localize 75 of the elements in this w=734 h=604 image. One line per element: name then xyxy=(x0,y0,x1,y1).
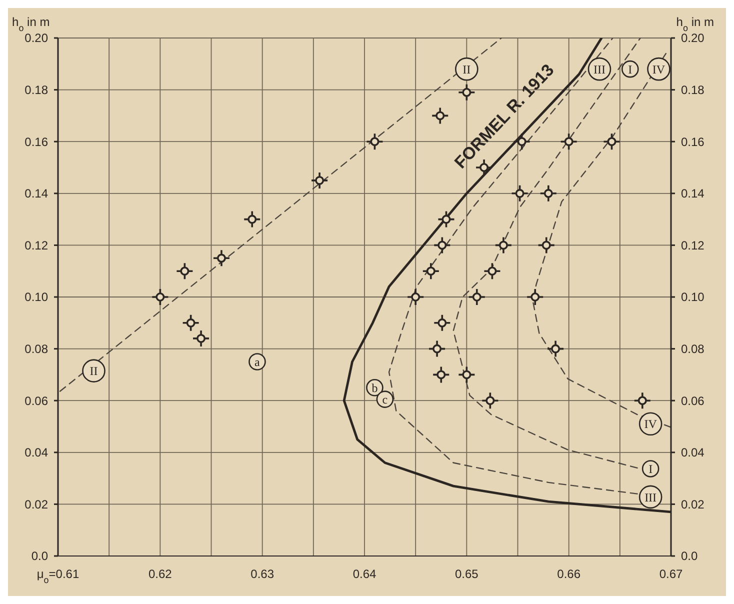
x-tick-label: 0.62 xyxy=(148,567,172,581)
point xyxy=(458,83,476,102)
point xyxy=(428,340,446,358)
y2-tick-label: 0.06 xyxy=(681,394,705,408)
annotation: III xyxy=(593,62,606,76)
point xyxy=(560,132,578,150)
point xyxy=(432,366,450,384)
y2-tick-label: 0.14 xyxy=(681,186,705,201)
y-tick-label: 0.0 xyxy=(31,549,48,564)
y2-tick-label: 0.20 xyxy=(681,31,705,46)
x-tick-label: 0.64 xyxy=(352,567,376,581)
point xyxy=(176,262,194,280)
y-tick-label: 0.16 xyxy=(24,134,48,149)
annotation: IV xyxy=(652,62,666,76)
y2-tick-label: 0.0 xyxy=(681,549,698,564)
annotation: IV xyxy=(644,417,658,432)
point xyxy=(481,392,500,410)
x-tick-label: 0.63 xyxy=(250,567,274,581)
y-tick-label: 0.08 xyxy=(24,342,48,356)
y2-tick-label: 0.08 xyxy=(681,342,705,356)
y-tick-label: 0.06 xyxy=(24,394,48,408)
point xyxy=(633,392,652,410)
y-axis-title: h$_{o}$ in m xyxy=(12,15,50,33)
point xyxy=(510,184,529,202)
point xyxy=(366,132,384,150)
y-tick-label: 0.10 xyxy=(24,290,48,304)
x-tick-label: 0.66 xyxy=(557,567,581,581)
point xyxy=(212,249,230,268)
point xyxy=(433,236,452,254)
point xyxy=(602,132,621,150)
point xyxy=(192,330,210,348)
point xyxy=(310,172,328,190)
y2-tick-label: 0.04 xyxy=(681,446,705,460)
y2-tick-label: 0.10 xyxy=(681,290,705,304)
line-series xyxy=(452,38,641,469)
y2-tick-label: 0.02 xyxy=(681,497,705,512)
annotation: II xyxy=(90,364,98,378)
point xyxy=(483,262,502,280)
annotation: I xyxy=(648,462,653,476)
y-tick-label: 0.02 xyxy=(24,497,48,512)
point xyxy=(526,288,544,306)
point xyxy=(182,314,200,332)
point xyxy=(540,184,558,202)
point xyxy=(537,236,556,254)
y2-axis-title: h$_{o}$ in m xyxy=(676,15,714,33)
y-tick-label: 0.14 xyxy=(24,186,48,201)
point xyxy=(512,132,531,150)
x-tick-label: μ$_{o}$=0.61 xyxy=(36,567,80,585)
annotation: II xyxy=(462,62,471,76)
y-tick-label: 0.04 xyxy=(24,446,48,460)
y2-tick-label: 0.18 xyxy=(681,83,705,97)
point xyxy=(151,288,170,306)
point xyxy=(546,340,564,358)
y-tick-label: 0.12 xyxy=(24,238,48,252)
point xyxy=(431,106,450,125)
point xyxy=(406,288,424,306)
y2-tick-label: 0.12 xyxy=(681,238,705,252)
line-series xyxy=(388,38,638,494)
point xyxy=(468,288,486,306)
annotation: c xyxy=(382,392,388,407)
annotation: I xyxy=(628,62,632,76)
y2-tick-label: 0.16 xyxy=(681,134,705,149)
y-tick-label: 0.18 xyxy=(24,83,48,97)
point xyxy=(433,314,452,332)
point xyxy=(437,210,456,228)
annotation: a xyxy=(254,355,261,370)
point xyxy=(494,236,512,254)
point xyxy=(458,366,476,384)
annotation: b xyxy=(372,380,378,395)
point xyxy=(422,262,440,280)
y-tick-label: 0.20 xyxy=(24,31,48,46)
point xyxy=(243,210,262,228)
x-tick-label: 0.65 xyxy=(454,567,479,581)
annotation: III xyxy=(644,490,657,504)
x-tick-label: 0.67 xyxy=(659,567,683,581)
